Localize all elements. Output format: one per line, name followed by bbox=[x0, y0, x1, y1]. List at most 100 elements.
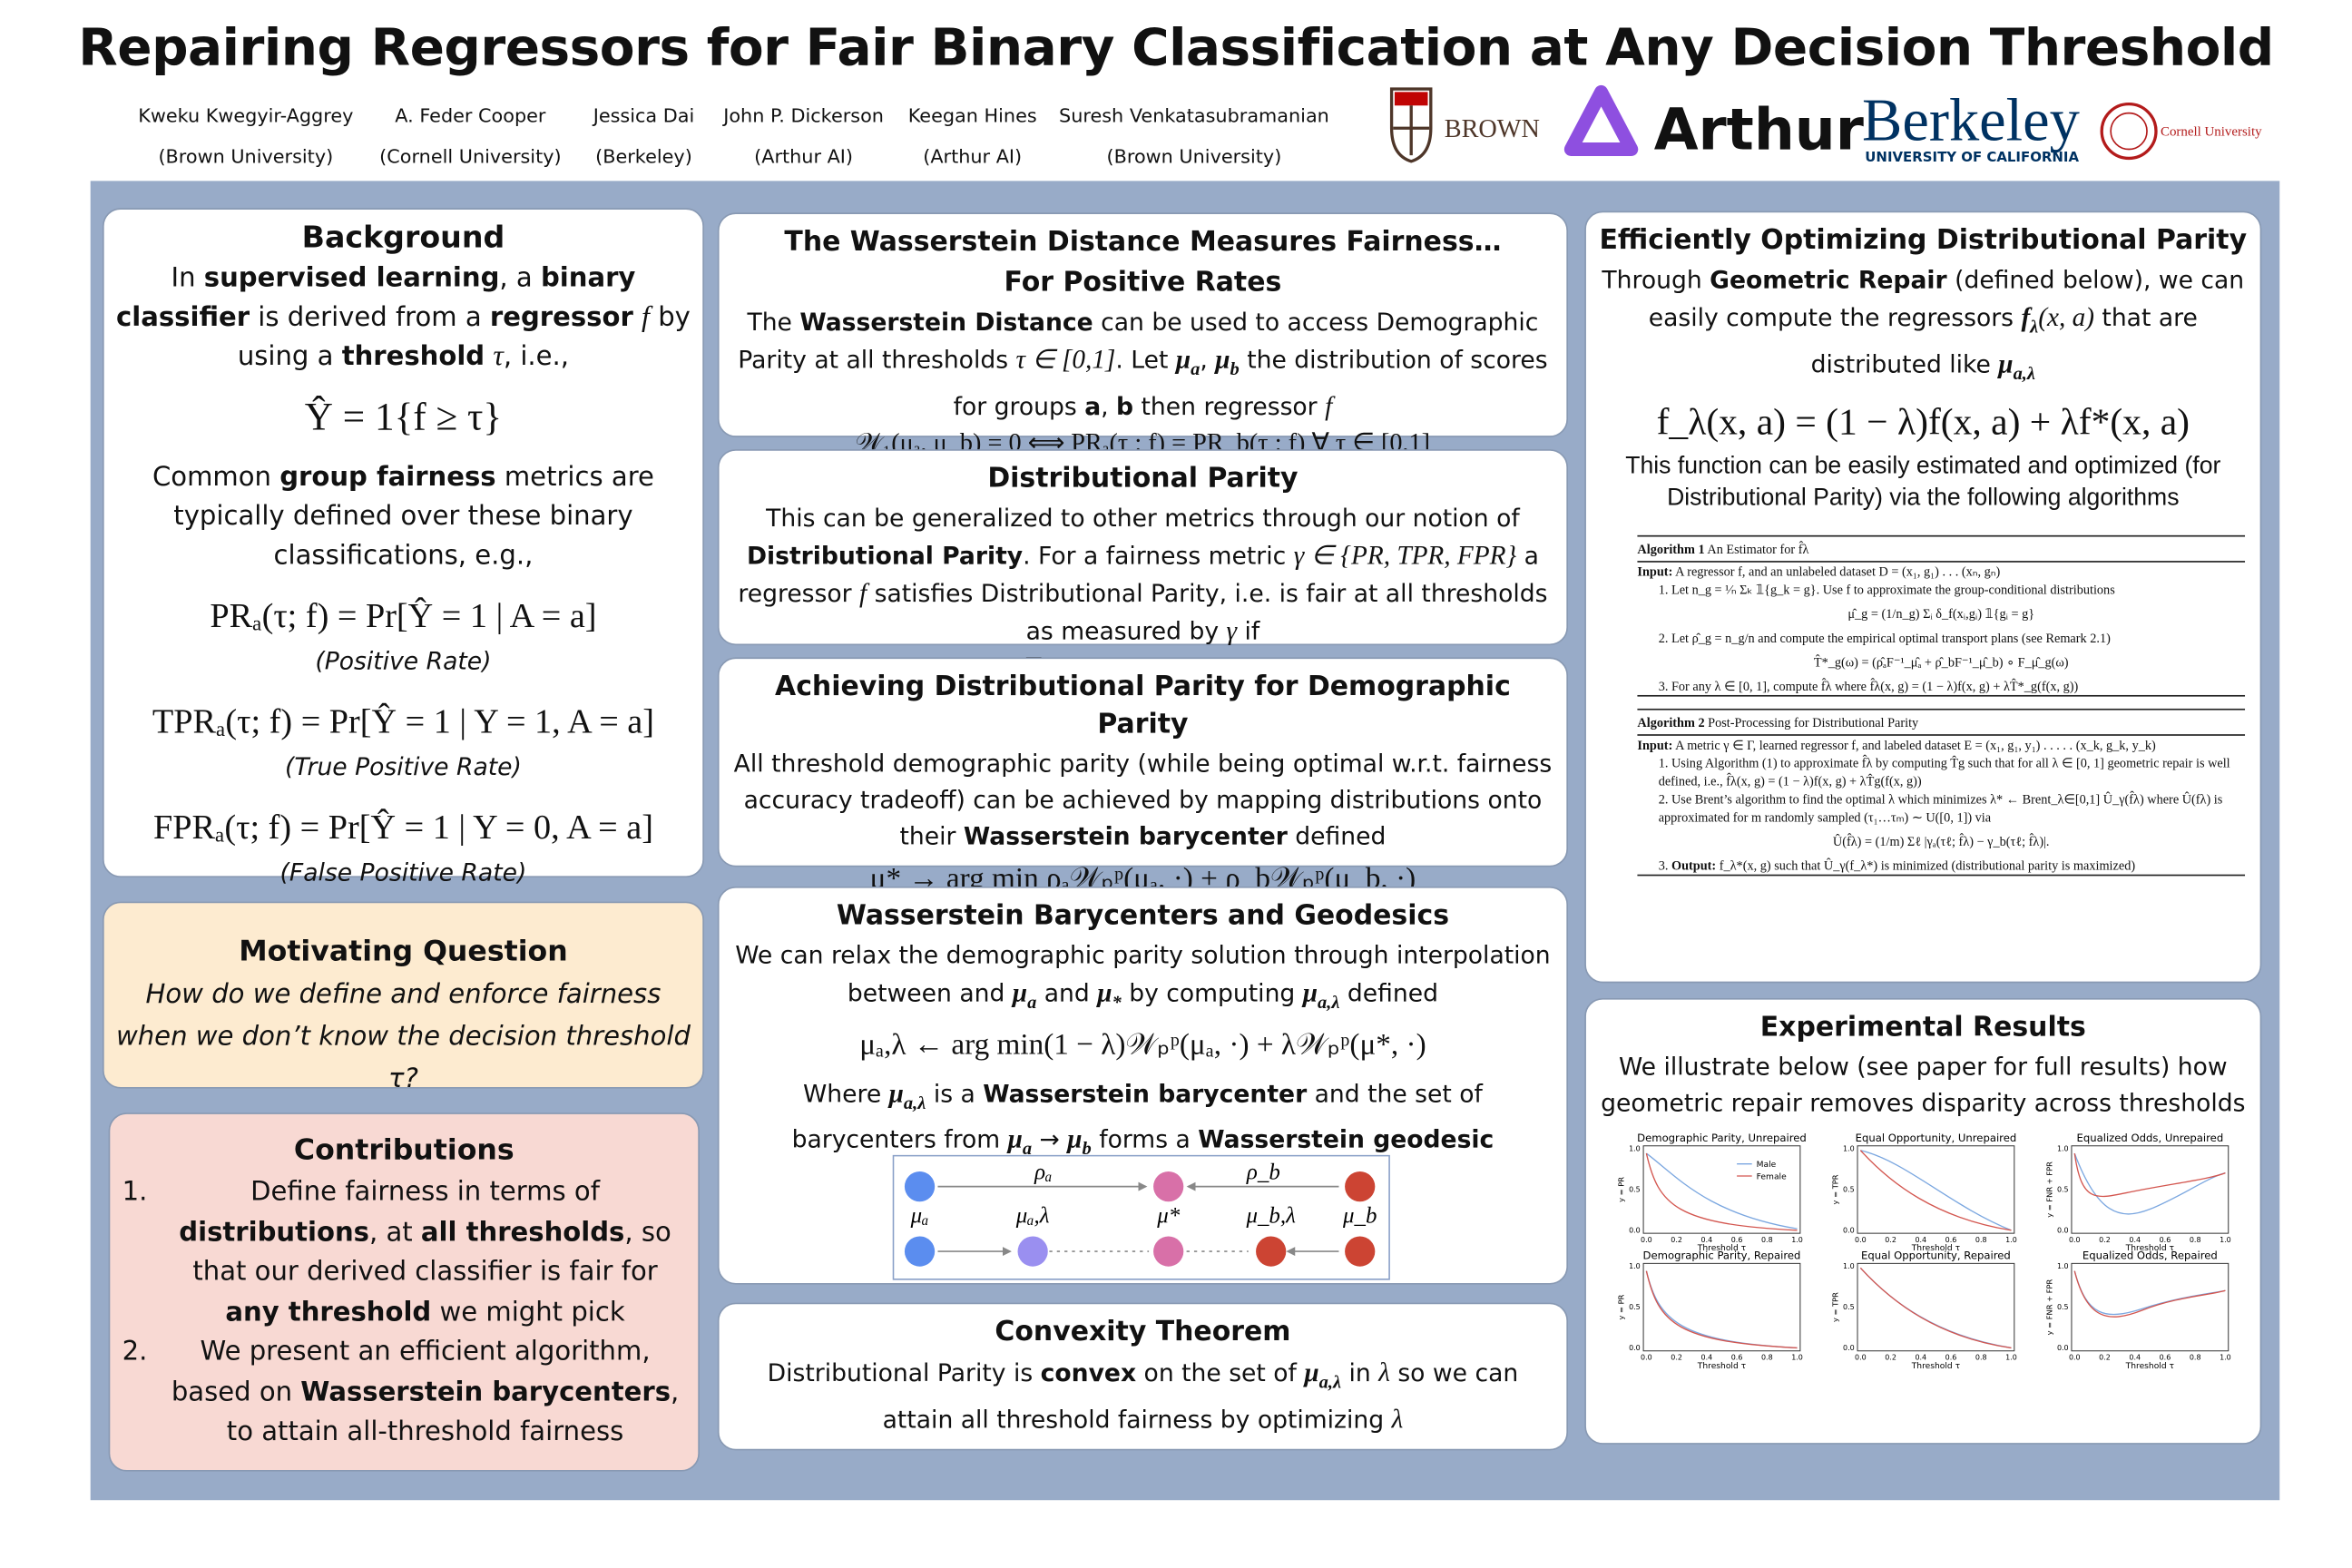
text: defined bbox=[1287, 821, 1387, 851]
heading: The Wasserstein Distance Measures Fairne… bbox=[784, 226, 1502, 259]
x-tick-label: 0.8 bbox=[1975, 1354, 1987, 1362]
math-text: f bbox=[1325, 389, 1333, 420]
subscript: a bbox=[1191, 358, 1200, 379]
y-tick-label: 1.0 bbox=[1843, 1145, 1855, 1153]
author-name: Kweku Kwegyir-Aggrey bbox=[138, 103, 354, 127]
berkeley-logo-text: Berkeley bbox=[1862, 88, 2080, 154]
question: How do we define and enforce fairness wh… bbox=[115, 979, 691, 1095]
algorithm-line: 1. Using Algorithm (1) to approximate f̂… bbox=[1637, 754, 2245, 790]
math-text: f bbox=[859, 577, 867, 608]
x-tick-label: 0.8 bbox=[2190, 1236, 2201, 1244]
author-name: Suresh Venkatasubramanian bbox=[1059, 103, 1329, 127]
equation: f_λ(x, a) = (1 − λ)f(x, a) + λf*(x, a) bbox=[1656, 402, 2190, 444]
heading: Wasserstein Barycenters and Geodesics bbox=[836, 899, 1449, 932]
text: We present an efficient algorithm, based… bbox=[171, 1337, 651, 1408]
equation: TPRₐ(τ; f) = Pr[Ŷ = 1 | Y = 1, A = a] bbox=[152, 702, 655, 740]
algorithm: Algorithm 1 An Estimator for f̂λ Input: A… bbox=[1637, 534, 2246, 697]
diagram-label: μ_b,λ bbox=[1245, 1204, 1296, 1229]
symbol: μ bbox=[1302, 976, 1318, 1007]
berkeley-logo-subtext: UNIVERSITY OF CALIFORNIA bbox=[1865, 149, 2079, 165]
plot-curve bbox=[1860, 1150, 2012, 1231]
y-axis-label: y = FNR + FPR bbox=[2044, 1161, 2053, 1218]
y-tick-label: 1.0 bbox=[2057, 1145, 2069, 1153]
text: that are distributed like bbox=[1810, 302, 2198, 378]
text: we might pick bbox=[431, 1297, 625, 1328]
bold-text: regressor bbox=[489, 302, 633, 334]
results-figure: Demographic Parity, Unrepaired 0.0 0.2 0.4 0… bbox=[1616, 1132, 2230, 1371]
math-text: τ ∈ [0,1] bbox=[1015, 343, 1116, 375]
x-tick-label: 0.6 bbox=[1731, 1354, 1743, 1362]
bold-text: Wasserstein Distance bbox=[799, 307, 1093, 337]
algorithm-line: Input: A regressor f, and an unlabeled d… bbox=[1637, 563, 2245, 581]
text: Post-Processing for Distributional Parit… bbox=[1704, 714, 1919, 730]
bold-text: b bbox=[1116, 391, 1134, 420]
paragraph: Where μa,λ is a Wasserstein barycenter a… bbox=[731, 1074, 1554, 1166]
paragraph: Common group fairness metrics are typica… bbox=[116, 458, 691, 576]
y-tick-label: 0.5 bbox=[2057, 1185, 2069, 1193]
caption: (Positive Rate) bbox=[315, 646, 492, 676]
author-name: A. Feder Cooper bbox=[395, 103, 546, 127]
contribution-text: We present an efficient algorithm, based… bbox=[164, 1333, 686, 1453]
text: and the set of barycenters from bbox=[791, 1078, 1483, 1154]
background-box: Background In supervised learning, a bin… bbox=[102, 208, 704, 887]
y-axis-label: y = PR bbox=[1616, 1177, 1625, 1202]
text: Through bbox=[1602, 265, 1710, 294]
text: , i.e., bbox=[503, 342, 570, 373]
bold-text: convex bbox=[1040, 1358, 1137, 1387]
text: Common bbox=[152, 463, 280, 494]
paragraph: This function can be easily estimated an… bbox=[1625, 454, 2221, 512]
text: All threshold demographic parity (while … bbox=[733, 749, 1553, 851]
author-affiliation: (Arthur AI) bbox=[754, 144, 854, 168]
text: f_λ*(x, g) such that Û_γ(f_λ*) is minimi… bbox=[1716, 858, 2136, 874]
y-tick-label: 0.5 bbox=[1629, 1185, 1641, 1193]
logos: BROWN Arthur Berkeley UNIVERSITY OF CALI… bbox=[1389, 84, 2262, 165]
x-axis-label: Threshold τ bbox=[1697, 1244, 1747, 1253]
contribution: 2. We present an efficient algorithm, bas… bbox=[122, 1333, 686, 1453]
text: defined bbox=[1339, 978, 1438, 1007]
motivating-box: Motivating Question How do we define and… bbox=[102, 901, 704, 1094]
author: Keegan Hines (Arthur AI) bbox=[908, 95, 1037, 177]
bold-text: Geometric Repair bbox=[1710, 265, 1947, 294]
arthur-logo: Arthur bbox=[1563, 84, 1864, 162]
bold-text: Output: bbox=[1671, 858, 1717, 874]
text: by computing bbox=[1121, 978, 1303, 1007]
x-tick-label: 1.0 bbox=[2005, 1354, 2017, 1362]
equation: Ŷ = 1{f ≥ τ} bbox=[304, 395, 503, 439]
paragraph: Distributional Parity is convex on the s… bbox=[731, 1354, 1554, 1437]
text: 2. Let ρ̂_g = n_g/n and compute the empi… bbox=[1658, 630, 2111, 646]
symbol: μ bbox=[1998, 348, 2014, 378]
text: metrics are typically defined over these… bbox=[173, 463, 654, 572]
bold-text: supervised learning bbox=[203, 263, 500, 294]
text: satisfies Distributional Parity, i.e. is… bbox=[867, 579, 1548, 646]
paragraph: Through Geometric Repair (defined below)… bbox=[1592, 262, 2254, 390]
math-symbol: μa bbox=[1013, 977, 1037, 1013]
algorithm-line: 3. For any λ ∈ [0, 1], compute f̂λ where… bbox=[1637, 677, 2245, 695]
plot-curve bbox=[1859, 1150, 2012, 1231]
symbol: μ bbox=[1067, 1122, 1083, 1154]
bold-text: Algorithm 2 bbox=[1637, 714, 1705, 730]
x-tick-label: 0.0 bbox=[1641, 1354, 1652, 1362]
arthur-logo-text: Arthur bbox=[1654, 95, 1864, 162]
x-tick-label: 0.2 bbox=[1885, 1354, 1896, 1362]
algorithm: Algorithm 2 Post-Processing for Distribu… bbox=[1637, 708, 2246, 877]
text: Where bbox=[803, 1078, 889, 1108]
x-axis-label: Threshold τ bbox=[1911, 1244, 1961, 1253]
math-symbol: μb bbox=[1215, 344, 1240, 379]
plot-frame bbox=[1642, 1262, 1801, 1352]
algorithm-rule bbox=[1637, 695, 2246, 697]
text: → bbox=[1032, 1124, 1068, 1154]
plot-frame bbox=[2071, 1145, 2230, 1234]
y-axis-label: y = FNR + FPR bbox=[2044, 1279, 2053, 1335]
y-axis-label: y = TPR bbox=[1830, 1292, 1839, 1322]
bold-text: group fairness bbox=[279, 463, 496, 494]
text: on the set of bbox=[1136, 1358, 1305, 1387]
x-tick-label: 0.0 bbox=[2069, 1354, 2081, 1362]
bold-text: Wasserstein barycenter bbox=[983, 1078, 1308, 1108]
bold-text: Wasserstein barycenters bbox=[300, 1377, 671, 1408]
wasserstein-box: The Wasserstein Distance Measures Fairne… bbox=[717, 212, 1568, 456]
x-tick-label: 0.8 bbox=[2190, 1354, 2201, 1362]
math-symbol: μa,λ bbox=[1304, 1357, 1341, 1392]
symbol: μ bbox=[1097, 976, 1112, 1007]
text: We can relax the demographic parity solu… bbox=[735, 940, 1551, 1007]
heading: For Positive Rates bbox=[1004, 267, 1282, 299]
